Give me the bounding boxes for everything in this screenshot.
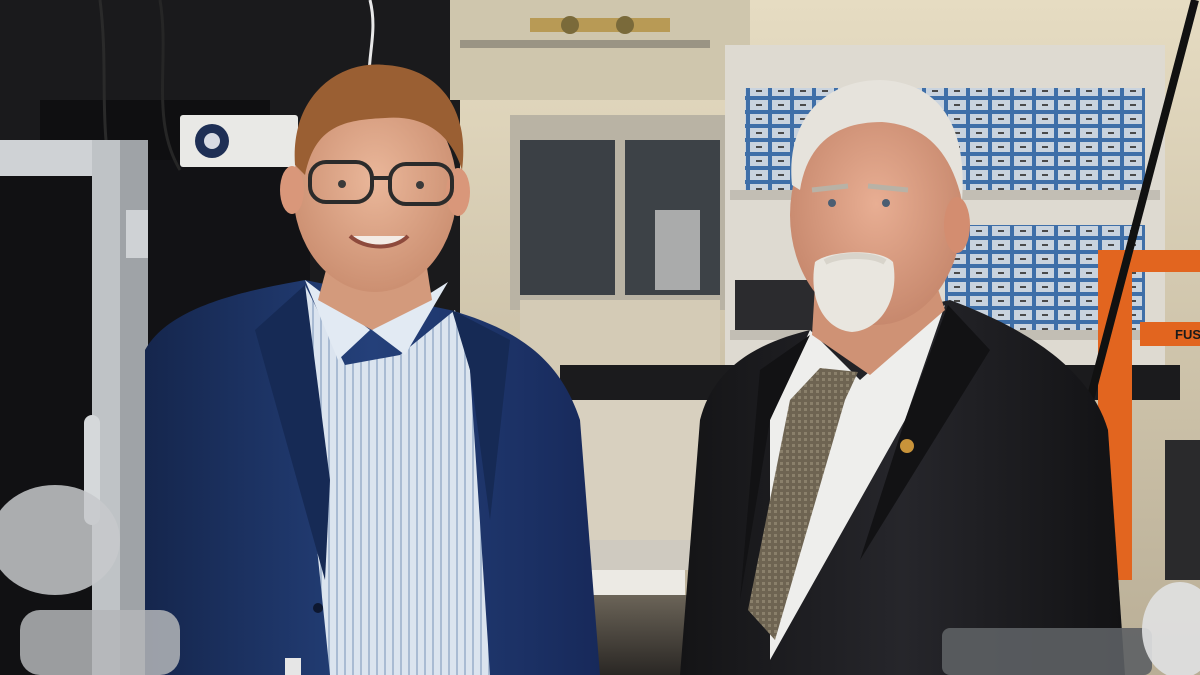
foreground-equipment (0, 485, 120, 595)
blazer-button (313, 603, 323, 613)
foreground-equipment (20, 610, 180, 675)
enclosure-bracket (126, 210, 148, 258)
cabinet-contents (655, 210, 700, 290)
older-man (680, 80, 1125, 675)
foreground-object (1142, 582, 1200, 675)
equipment-box (735, 280, 815, 330)
instrument-logo-inner (204, 133, 220, 149)
lapel-right (452, 310, 510, 520)
patterned-tie (748, 368, 858, 640)
foreground-pin (285, 658, 301, 675)
glasses-lens-right (388, 162, 454, 206)
upper-wall (450, 0, 750, 100)
cabinet-door-left (520, 140, 615, 295)
suit-lapel-right (860, 305, 990, 560)
lapel-pin (900, 439, 914, 453)
cable (158, 0, 182, 171)
white-beard (813, 252, 895, 332)
lapel-left (255, 285, 330, 580)
suit-lapel-left (740, 335, 810, 600)
enclosure-post (92, 140, 120, 675)
ear-left (280, 166, 304, 214)
valve (616, 16, 634, 34)
mustache (823, 253, 887, 265)
eye-right (416, 181, 424, 189)
pipe-fitting (530, 18, 670, 32)
black-cable (1086, 0, 1199, 402)
white-hair (791, 80, 963, 200)
face (293, 88, 457, 292)
valve (561, 16, 579, 34)
hair (294, 64, 464, 175)
brow-left (811, 183, 849, 193)
brow-right (867, 183, 909, 193)
eye-right (882, 199, 890, 207)
pipe (460, 40, 710, 48)
striped-shirt (305, 285, 490, 675)
eye-left (338, 180, 346, 188)
orange-frame-bar (1140, 322, 1200, 346)
wall-panel (520, 300, 720, 370)
ear-right (944, 197, 970, 253)
foreground-case (942, 628, 1152, 675)
glasses-lens-left (308, 160, 374, 204)
eye-left (828, 199, 836, 207)
younger-man (145, 64, 600, 675)
papers (590, 570, 685, 595)
smile (348, 234, 410, 249)
instrument-panel (1165, 440, 1200, 580)
equipment-sign: FUS (1175, 327, 1200, 342)
